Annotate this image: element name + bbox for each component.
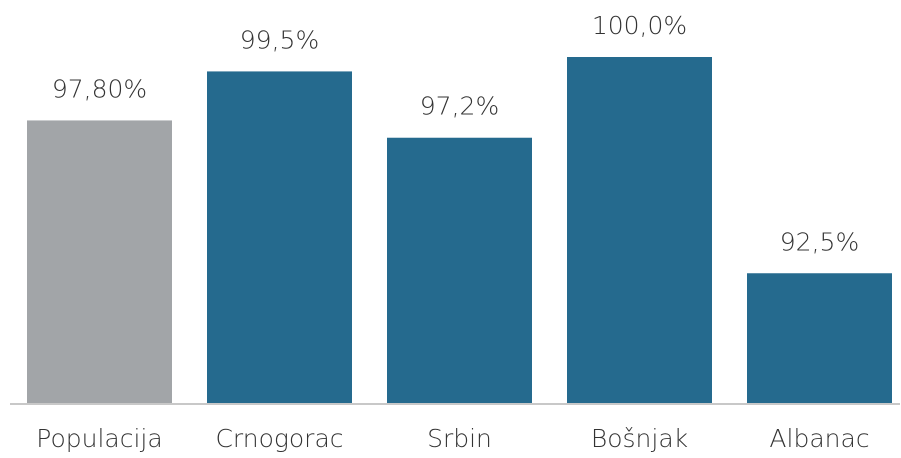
bar bbox=[27, 120, 172, 403]
bar bbox=[567, 57, 712, 403]
x-tick-label: Populacija bbox=[36, 424, 162, 453]
x-tick-label: Albanac bbox=[769, 424, 869, 453]
value-label: 99,5% bbox=[240, 25, 319, 54]
x-tick-label: Bošnjak bbox=[591, 424, 688, 453]
value-label: 100,0% bbox=[592, 11, 687, 40]
value-label: 97,2% bbox=[420, 92, 499, 121]
x-tick-label: Crnogorac bbox=[215, 424, 343, 453]
bar bbox=[207, 71, 352, 404]
value-label: 97,80% bbox=[52, 74, 147, 103]
x-tick-label: Srbin bbox=[427, 424, 492, 453]
value-label: 92,5% bbox=[780, 227, 859, 256]
bar bbox=[387, 137, 532, 403]
bar bbox=[747, 273, 892, 403]
